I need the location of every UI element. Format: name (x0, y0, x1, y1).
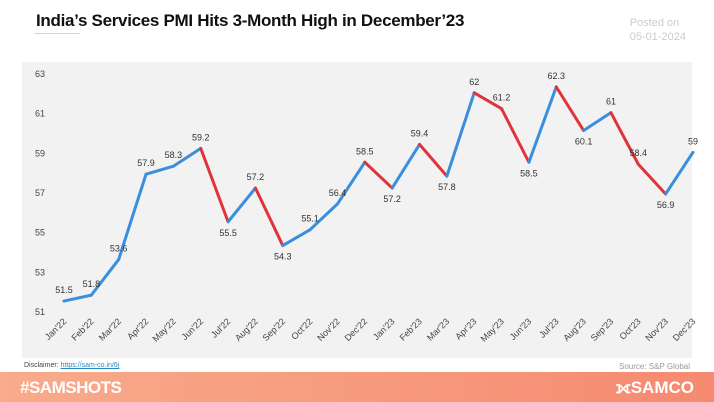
line-segment (171, 146, 203, 168)
posted-label: Posted on (629, 17, 680, 29)
data-label: 61.2 (493, 93, 511, 103)
x-tick-label: Oct'22 (289, 316, 314, 341)
line-segment (363, 160, 394, 190)
data-label: 59 (688, 136, 698, 146)
y-tick-label: 61 (35, 109, 45, 119)
x-tick-label: Apr'22 (125, 316, 150, 341)
x-tick-label: May'23 (479, 316, 506, 343)
data-label: 56.4 (329, 188, 347, 198)
data-label: 58.4 (630, 148, 648, 158)
line-segment (89, 257, 121, 297)
x-tick-label: Aug'22 (233, 316, 260, 343)
x-tick-label: Jun'22 (180, 316, 206, 342)
disclaimer-link[interactable]: https://sam-co.in/6j (60, 362, 120, 369)
data-label: 62.3 (547, 71, 565, 81)
data-label: 58.3 (165, 150, 183, 160)
line-segment (527, 85, 558, 164)
data-label: 55.1 (301, 214, 319, 224)
line-segment (281, 228, 312, 248)
footer-bar: #SAMSHOTS ⟗SAMCO (0, 372, 714, 402)
y-tick-label: 63 (35, 69, 45, 79)
page-title: India’s Services PMI Hits 3-Month High i… (36, 11, 465, 30)
x-tick-label: Mar'23 (425, 316, 451, 342)
x-tick-label: Aug'23 (561, 316, 588, 343)
data-label: 61 (606, 97, 616, 107)
data-label: 56.9 (657, 200, 675, 210)
x-tick-label: Feb'23 (398, 316, 424, 342)
x-tick-label: Jul'22 (209, 316, 233, 340)
data-label: 57.9 (137, 158, 155, 168)
y-tick-label: 51 (35, 307, 45, 317)
x-tick-label: Sep'22 (261, 316, 288, 343)
data-label: 54.3 (274, 252, 292, 262)
posted-date: 05-01-2024 (629, 31, 686, 43)
x-tick-label: Jan'22 (43, 316, 69, 342)
x-tick-label: Nov'22 (315, 316, 342, 343)
line-segment (253, 186, 285, 248)
x-tick-label: Dec'22 (343, 316, 370, 343)
line-segment (582, 111, 613, 133)
line-segment (418, 142, 449, 178)
line-segment (144, 164, 175, 176)
samco-logo: ⟗SAMCO (615, 378, 694, 397)
data-label: 58.5 (356, 146, 374, 156)
x-tick-label: Mar'22 (97, 316, 123, 342)
line-segment (308, 202, 339, 232)
x-tick-label: Jul'23 (537, 316, 561, 340)
x-tick-label: Jan'23 (371, 316, 397, 342)
line-segment (636, 162, 668, 196)
logo-text: SAMCO (630, 378, 694, 397)
hashtag: #SAMSHOTS (20, 378, 122, 397)
x-tick-label: Feb'22 (69, 316, 95, 342)
data-label: 60.1 (575, 137, 593, 147)
y-tick-label: 57 (35, 188, 45, 198)
data-label: 55.5 (219, 228, 237, 238)
data-label: 62 (469, 77, 479, 87)
line-segment (226, 186, 257, 224)
data-label: 57.2 (247, 172, 265, 182)
line-segment (472, 91, 504, 111)
line-segment (335, 160, 367, 206)
line-segment (554, 85, 586, 133)
y-tick-label: 53 (35, 267, 45, 277)
data-label: 59.2 (192, 132, 210, 142)
x-tick-label: Dec'23 (671, 316, 698, 343)
x-tick-label: Nov'23 (643, 316, 670, 343)
line-segment (199, 146, 230, 224)
line-segment (664, 150, 695, 196)
line-segment (500, 107, 531, 164)
title-underline (34, 33, 80, 34)
line-segment (62, 293, 93, 303)
line-segment (117, 172, 148, 261)
data-label: 53.6 (110, 243, 128, 253)
posted-info: Posted on 05-01-2024 (630, 16, 686, 44)
source-note: Source: S&P Global (618, 362, 690, 371)
y-tick-label: 55 (35, 228, 45, 238)
data-label: 51.5 (55, 285, 73, 295)
data-label: 57.8 (438, 182, 456, 192)
x-tick-label: Sep'23 (589, 316, 616, 343)
data-label: 51.8 (83, 279, 101, 289)
x-tick-label: Jun'23 (508, 316, 534, 342)
data-label: 57.2 (383, 194, 401, 204)
disclaimer-label: Disclaimer: (24, 362, 59, 369)
data-label: 58.5 (520, 168, 538, 178)
x-tick-label: Oct'23 (617, 316, 642, 341)
disclaimer: Disclaimer: https://sam-co.in/6j (24, 362, 119, 369)
data-label: 59.4 (411, 128, 429, 138)
line-segment (445, 91, 476, 178)
y-tick-label: 59 (35, 148, 45, 158)
line-segment (609, 111, 640, 166)
x-tick-label: Apr'23 (453, 316, 478, 341)
x-tick-label: May'22 (150, 316, 177, 343)
line-segment (390, 142, 422, 190)
